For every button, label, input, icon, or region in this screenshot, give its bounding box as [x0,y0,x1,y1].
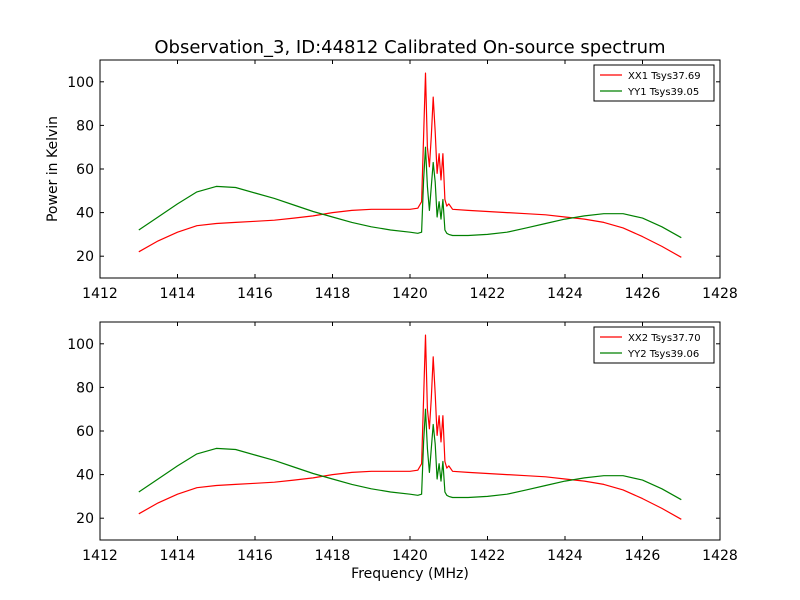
series-line-xx [138,72,682,258]
x-tick-label: 1418 [315,548,351,564]
legend-box [593,64,715,102]
x-tick-label: 1416 [237,286,273,302]
x-tick-label: 1420 [392,286,428,302]
x-tick-label: 1428 [702,286,738,302]
y-tick-label: 20 [76,511,94,527]
y-tick-label: 100 [67,337,94,353]
x-tick-label: 1424 [547,548,583,564]
y-tick-label: 60 [76,424,94,440]
series-line-yy [138,408,682,501]
legend-label: XX1 Tsys37.69 [628,71,701,82]
legend-label: YY1 Tsys39.05 [627,87,699,98]
legend: XX2 Tsys37.70 YY2 Tsys39.06 [593,326,715,364]
figure-title: Observation_3, ID:44812 Calibrated On-so… [154,37,665,58]
legend-label: XX2 Tsys37.70 [628,333,701,344]
y-tick-label: 20 [76,249,94,265]
x-tick-label: 1428 [702,548,738,564]
x-tick-label: 1416 [237,548,273,564]
y-tick-label: 100 [67,75,94,91]
chart-panel-2: 1412 1414 1416 1418 1420 1422 1424 1426 1428 20 40… [67,321,738,582]
x-tick-label: 1412 [82,548,118,564]
legend: XX1 Tsys37.69 YY1 Tsys39.05 [593,64,715,102]
panels: 1412 1414 1416 1418 1420 1422 1424 1426 1428 20 40… [45,59,738,582]
legend-label: YY2 Tsys39.06 [627,349,699,360]
x-tick-label: 1426 [625,548,661,564]
x-axis-label: Frequency (MHz) [351,566,469,582]
y-tick-label: 80 [76,380,94,396]
y-tick-label: 60 [76,162,94,178]
legend-box [593,326,715,364]
series-line-yy [138,146,682,239]
x-tick-label: 1424 [547,286,583,302]
x-tick-label: 1418 [315,286,351,302]
x-tick-label: 1420 [392,548,428,564]
x-tick-label: 1412 [82,286,118,302]
series-line-xx [138,334,682,520]
x-tick-label: 1422 [470,548,506,564]
x-tick-label: 1426 [625,286,661,302]
y-tick-label: 40 [76,468,94,484]
series-lines [138,334,682,520]
x-tick-label: 1422 [470,286,506,302]
y-tick-label: 80 [76,118,94,134]
y-axis-label: Power in Kelvin [45,116,61,222]
chart-panel-1: 1412 1414 1416 1418 1420 1422 1424 1426 1428 20 40… [45,59,738,302]
y-tick-label: 40 [76,206,94,222]
series-lines [138,72,682,258]
x-tick-label: 1414 [160,548,196,564]
x-tick-label: 1414 [160,286,196,302]
